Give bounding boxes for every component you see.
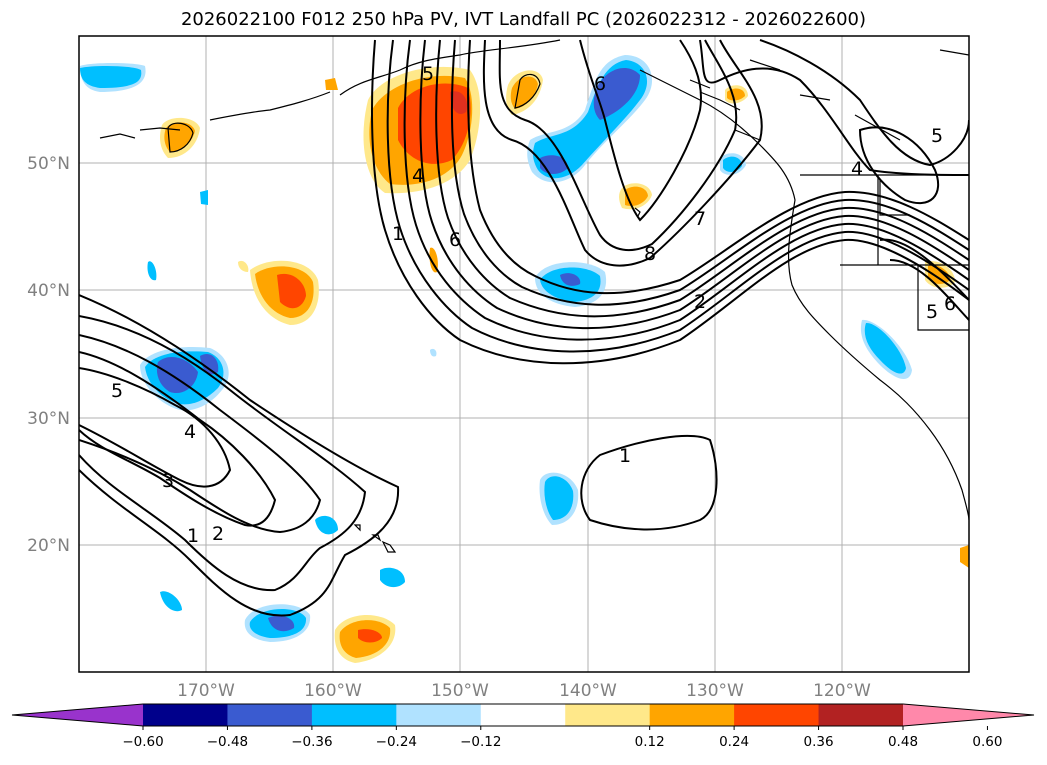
contour-label-group: 5 4 1 6 6 8 7 2 5 4 6 5 5 4 3 2 1 1 — [111, 63, 956, 547]
contour-label: 5 — [926, 301, 938, 323]
contour-label: 1 — [619, 445, 631, 467]
contour-label: 6 — [594, 73, 606, 95]
contour-label: 4 — [412, 165, 424, 187]
contour-label: 1 — [187, 525, 199, 547]
negative-pv-anomalies — [80, 55, 912, 642]
colorbar-tick-label: 0.48 — [888, 734, 918, 750]
contour-line — [386, 39, 969, 353]
colorbar-segment — [649, 704, 735, 726]
longitude-labels: 170°W 160°W 150°W 140°W 130°W 120°W — [177, 681, 871, 701]
contour-line — [498, 39, 738, 252]
contour-label: 7 — [694, 208, 706, 230]
contour-line — [450, 39, 969, 306]
colorbar-segment — [227, 704, 313, 726]
ivt-contours — [79, 39, 969, 617]
colorbar-segment — [818, 704, 904, 726]
contour-label: 4 — [184, 421, 196, 443]
colorbar-segment — [396, 704, 482, 726]
contour-label: 2 — [694, 291, 706, 313]
colorbar-tick-label: 0.24 — [719, 734, 749, 750]
colorbar-extend-max — [903, 704, 1034, 726]
contour-line — [699, 39, 969, 176]
gridlines — [79, 36, 969, 672]
lat-label: 20°N — [27, 536, 70, 556]
colorbar-segment — [734, 704, 820, 726]
colorbar-tick-label: 0.36 — [804, 734, 834, 750]
contour-label: 6 — [449, 229, 461, 251]
colorbar-tick-label: −0.12 — [460, 734, 501, 750]
lon-label: 150°W — [431, 681, 489, 701]
latitude-labels: 50°N 40°N 30°N 20°N — [27, 154, 70, 556]
contour-line — [419, 39, 969, 330]
contour-line — [579, 39, 702, 222]
colorbar-tick-label: −0.24 — [376, 734, 417, 750]
lon-label: 120°W — [813, 681, 871, 701]
colorbar-tick-label: −0.60 — [122, 734, 163, 750]
contour-line — [482, 39, 763, 267]
map-frame — [78, 35, 970, 673]
contour-line — [435, 39, 969, 318]
colorbar-tick-label: −0.48 — [207, 734, 248, 750]
contour-line — [371, 39, 969, 365]
contour-line — [580, 434, 718, 531]
colorbar: −0.60 −0.48 −0.36 −0.24 −0.12 0.12 0.24 0.36 0.4… — [11, 703, 1035, 750]
colorbar-segment — [311, 704, 397, 726]
lon-label: 140°W — [559, 681, 617, 701]
contour-label: 1 — [392, 223, 404, 245]
colorbar-tick-label: −0.36 — [291, 734, 332, 750]
contour-line — [467, 39, 969, 295]
contour-line — [403, 39, 969, 341]
contour-label: 5 — [422, 63, 434, 85]
colorbar-tick-label: 0.60 — [972, 734, 1002, 750]
contour-line — [858, 126, 940, 205]
contour-label: 2 — [212, 523, 224, 545]
state-borders — [800, 174, 969, 331]
lon-label: 130°W — [686, 681, 744, 701]
coastlines — [99, 39, 969, 553]
contour-line — [759, 39, 969, 167]
contour-line — [79, 294, 400, 617]
contour-label: 8 — [644, 243, 656, 265]
contour-label: 5 — [931, 125, 943, 147]
contour-line — [79, 367, 232, 488]
colorbar-extend-min — [12, 704, 143, 726]
lon-label: 170°W — [177, 681, 235, 701]
colorbar-segment — [565, 704, 651, 726]
contour-line — [79, 334, 322, 534]
contour-line — [79, 351, 277, 527]
lon-label: 160°W — [304, 681, 362, 701]
map-title: 2026022100 F012 250 hPa PV, IVT Landfall… — [180, 9, 867, 30]
north-america-coast — [639, 69, 969, 521]
colorbar-segment — [480, 704, 566, 726]
colorbar-segment — [143, 704, 228, 726]
contour-label: 6 — [944, 293, 956, 315]
contour-label: 3 — [162, 470, 174, 492]
lat-label: 40°N — [27, 281, 70, 301]
contour-line — [879, 238, 969, 321]
contour-line — [79, 315, 367, 592]
contour-label: 5 — [111, 380, 123, 402]
colorbar-tick-label: 0.12 — [635, 734, 665, 750]
hawaii-islands — [353, 524, 397, 553]
contour-label: 4 — [851, 158, 863, 180]
alaska-coast — [209, 39, 561, 121]
lat-label: 30°N — [27, 409, 70, 429]
lat-label: 50°N — [27, 154, 70, 174]
